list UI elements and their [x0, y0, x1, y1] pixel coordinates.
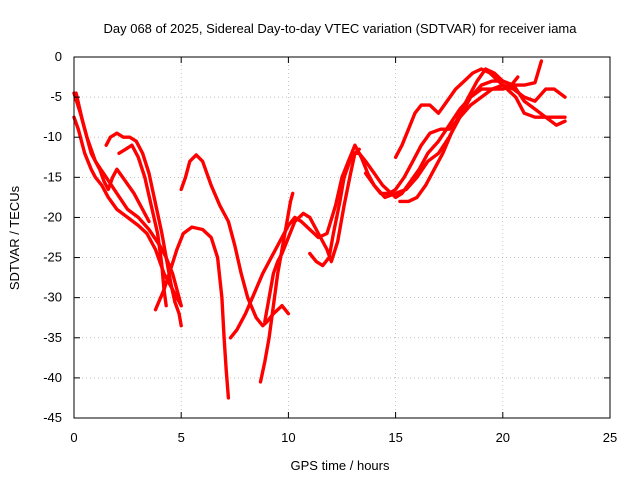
y-tick-label: -10 [43, 129, 62, 144]
y-tick-label: -25 [43, 250, 62, 265]
data-series [72, 59, 567, 400]
x-tick-label: 10 [281, 430, 295, 445]
y-tick-label: -15 [43, 169, 62, 184]
x-tick-label: 15 [388, 430, 402, 445]
x-tick-label: 25 [603, 430, 617, 445]
series-track-9 [258, 191, 295, 384]
plot-frame [73, 56, 611, 419]
series-track-5 [117, 143, 168, 308]
series-track-3 [74, 91, 151, 224]
axis-ticks: 0 5 10 15 20 25 0 -5 -10 -15 -20 -25 -30 -35 -40 -45 [43, 49, 617, 445]
series-track-7 [179, 153, 291, 328]
x-tick-label: 20 [496, 430, 510, 445]
series-track-13 [363, 79, 567, 200]
y-tick-label: -35 [43, 330, 62, 345]
x-tick-label: 0 [70, 430, 77, 445]
series-track-15 [398, 67, 520, 204]
series-track-8 [228, 151, 355, 340]
series-track-10 [263, 147, 361, 324]
y-tick-label: -45 [43, 410, 62, 425]
y-tick-label: 0 [55, 49, 62, 64]
series-track-4 [104, 131, 183, 328]
y-tick-label: -40 [43, 370, 62, 385]
y-tick-label: -30 [43, 290, 62, 305]
series-track-6 [153, 225, 231, 400]
x-tick-label: 5 [178, 430, 185, 445]
chart-title: Day 068 of 2025, Sidereal Day-to-day VTE… [103, 21, 577, 36]
x-axis-label: GPS time / hours [291, 458, 390, 473]
y-axis-label: SDTVAR / TECUs [7, 185, 22, 290]
y-tick-label: -5 [50, 89, 62, 104]
y-tick-label: -20 [43, 209, 62, 224]
series-track-14 [393, 67, 567, 160]
